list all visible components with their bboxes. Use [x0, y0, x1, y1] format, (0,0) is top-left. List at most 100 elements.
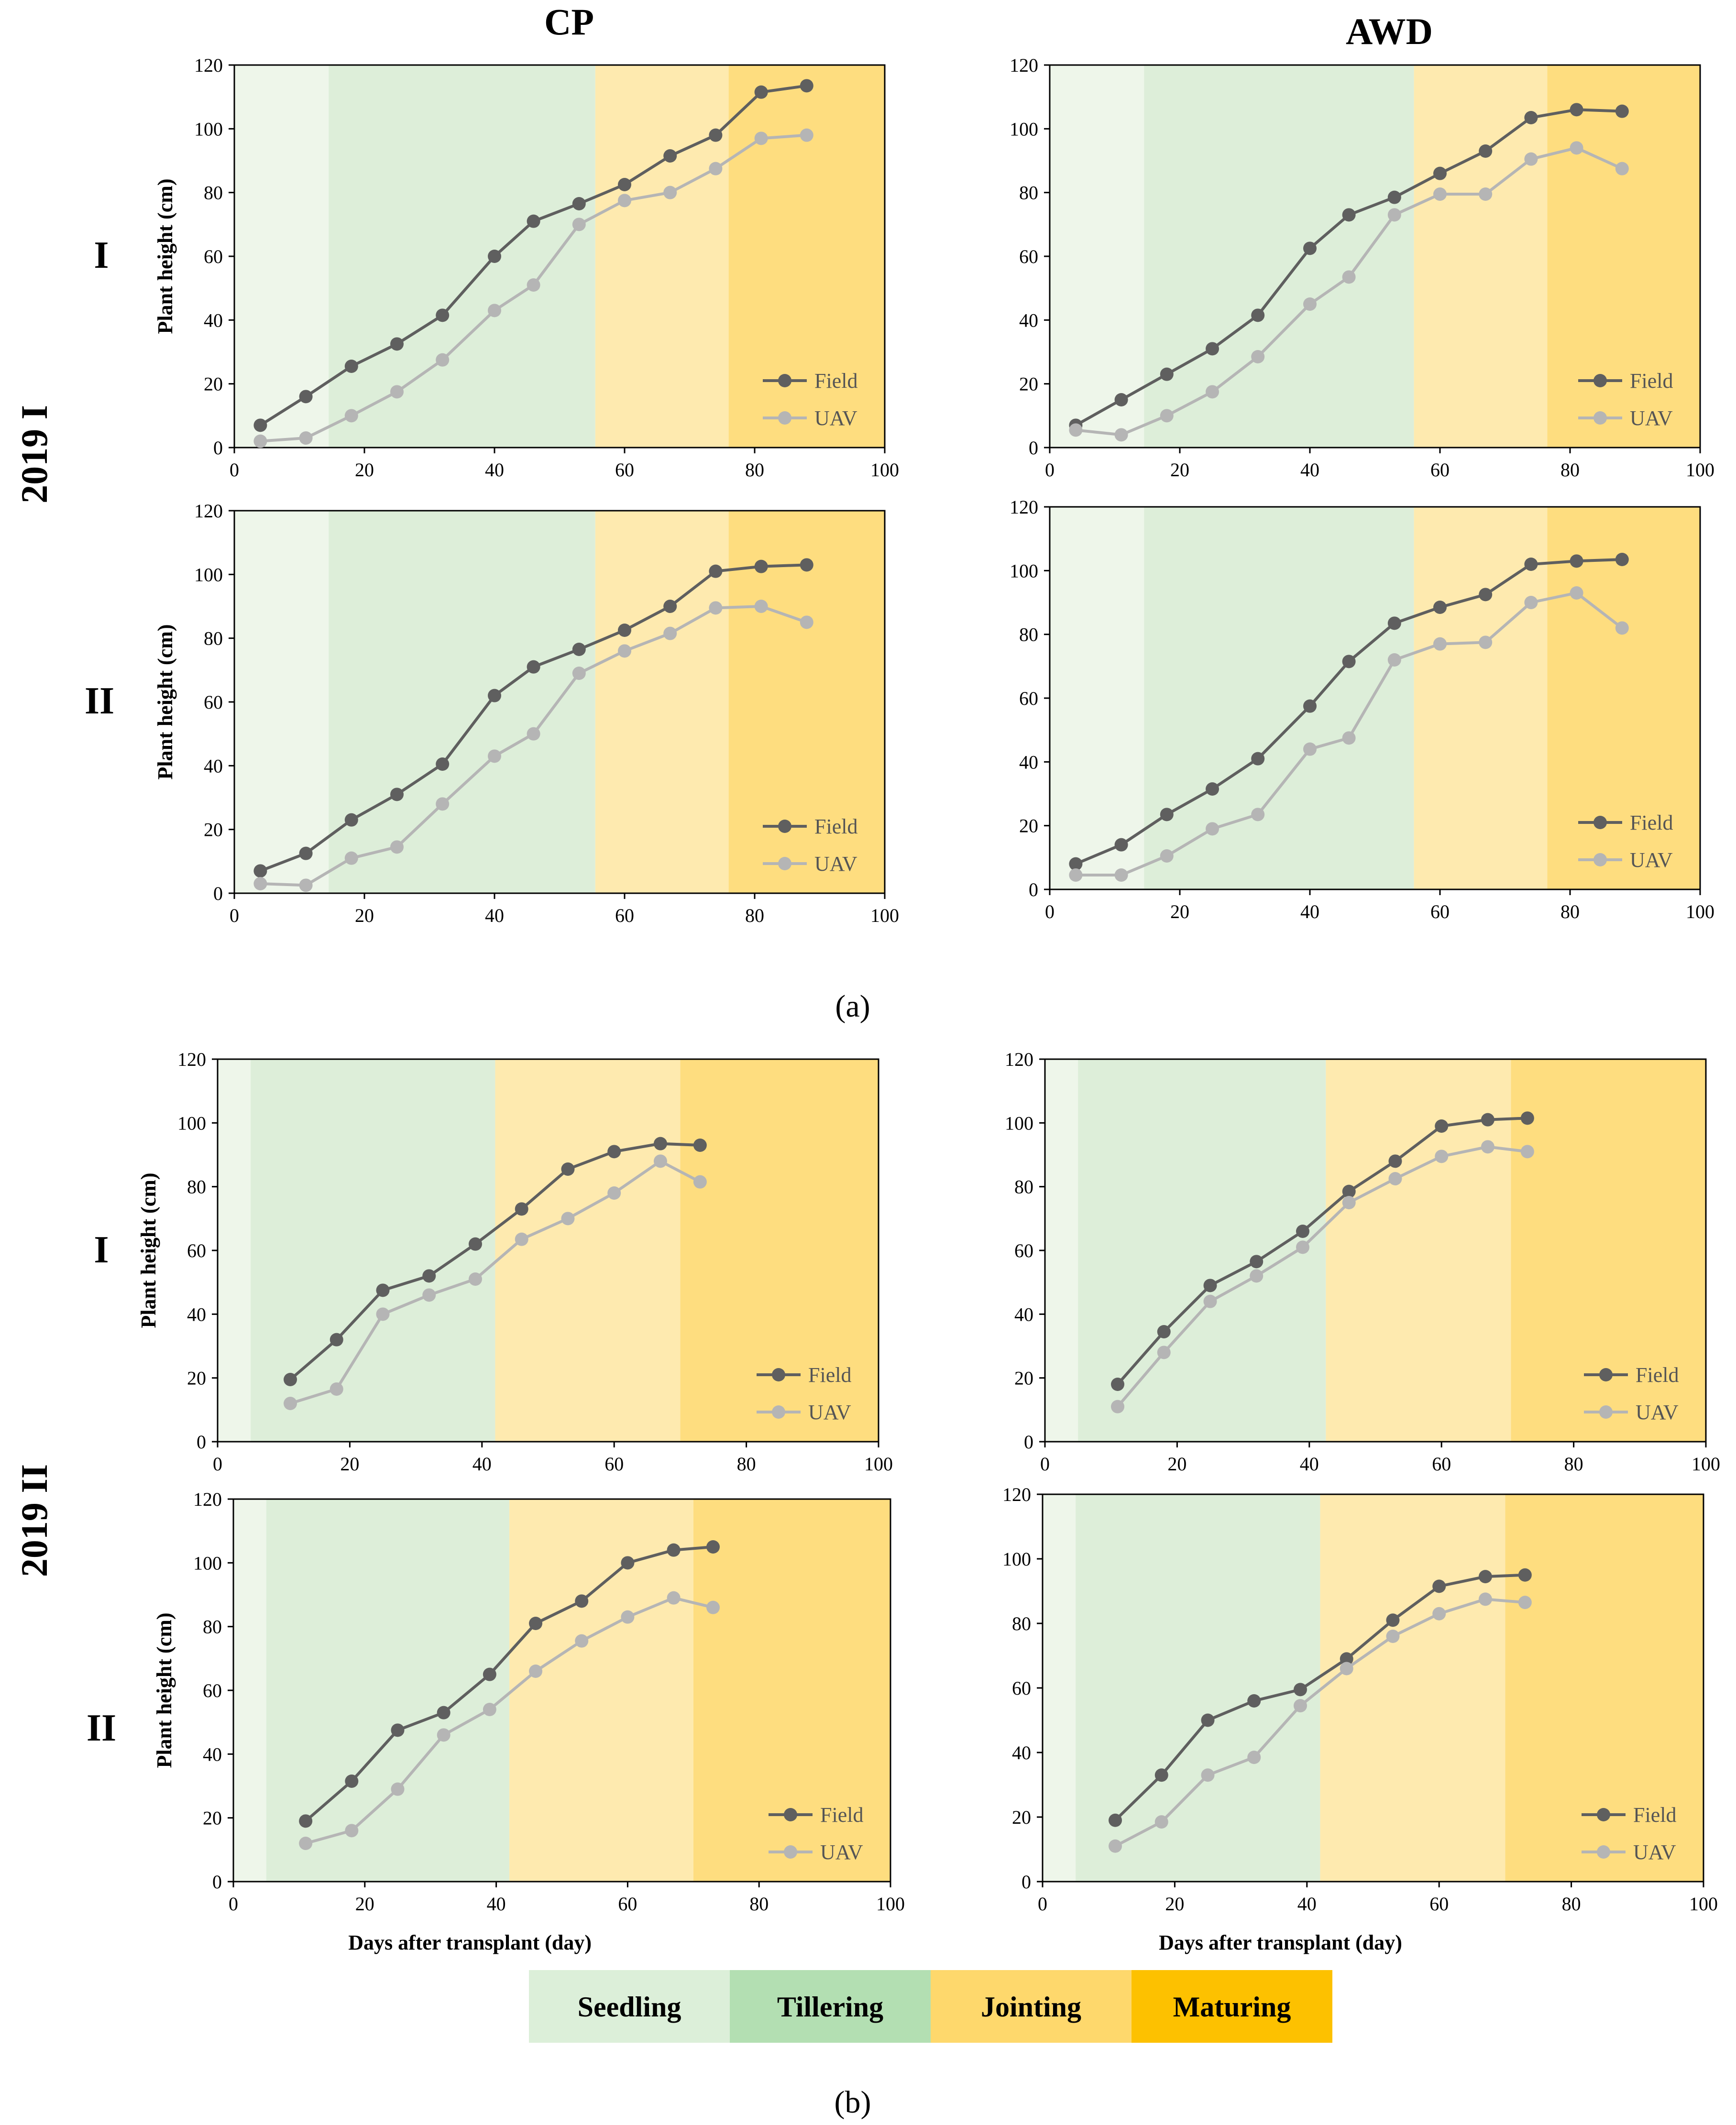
data-point-uav [527, 278, 540, 292]
y-tick-label: 80 [1019, 182, 1038, 204]
data-point-field [1615, 553, 1629, 566]
y-axis-label: Plant height (cm) [137, 1172, 160, 1328]
x-axis-label: Days after transplant (day) [348, 1931, 592, 1954]
series-line-uav [1116, 1145, 1528, 1408]
stage-legend-tillering-label: Tillering [777, 1991, 883, 2023]
data-point-field [1154, 1768, 1168, 1782]
data-point-uav [1206, 822, 1219, 836]
data-point-uav [1114, 428, 1128, 442]
y-tick-label: 20 [1019, 815, 1038, 837]
data-point-field [488, 689, 501, 702]
data-point-uav [1111, 1400, 1125, 1413]
data-point-uav [527, 727, 540, 741]
data-point-field [693, 1139, 707, 1152]
stage-band-tillering [329, 65, 595, 448]
data-point-uav [488, 304, 501, 318]
data-point-uav [1479, 187, 1493, 201]
data-point-field [253, 864, 267, 878]
series-line-field [1116, 1117, 1527, 1385]
y-tick-label: 20 [204, 819, 223, 841]
x-tick-label: 40 [472, 1453, 492, 1475]
x-tick-label: 0 [230, 905, 239, 926]
data-point-uav [706, 1600, 720, 1614]
data-point-field [284, 1373, 297, 1386]
y-tick-label: 80 [204, 182, 223, 204]
data-point-field [1387, 616, 1401, 630]
x-tick-label: 20 [1170, 901, 1189, 922]
data-point-field [663, 600, 677, 613]
data-point-field [527, 214, 540, 228]
data-point-field [754, 85, 768, 99]
data-point-uav [621, 1610, 635, 1624]
chart-5: 0 20 40 60 80 100 120 0 20 40 60 80 100 Plant height … [137, 1049, 893, 1475]
y-tick-label: 0 [1029, 437, 1038, 459]
x-tick-label: 60 [615, 905, 634, 926]
x-tick-label: 20 [355, 459, 374, 481]
y-tick-label: 60 [187, 1240, 206, 1261]
data-point-uav [390, 840, 404, 854]
data-point-uav [1387, 653, 1401, 667]
legend-label-uav: UAV [808, 1401, 851, 1424]
chart-3: 0 20 40 60 80 100 120 0 20 40 60 80 100 Plant height … [154, 500, 899, 926]
data-point-field [1524, 111, 1538, 124]
data-point-uav [1160, 409, 1174, 423]
data-point-uav [468, 1272, 482, 1286]
x-tick-label: 100 [864, 1453, 893, 1475]
data-point-field [706, 1540, 720, 1554]
data-point-field [1247, 1694, 1261, 1708]
data-point-field [1206, 342, 1219, 356]
data-point-uav [618, 644, 631, 658]
data-point-field [1478, 1570, 1492, 1584]
data-point-uav [1250, 1269, 1264, 1283]
data-point-uav [253, 434, 267, 448]
data-point-uav [754, 131, 768, 145]
stage-band-seedling [1050, 507, 1144, 889]
data-point-uav [1478, 1592, 1492, 1606]
legend-label-uav: UAV [814, 406, 857, 430]
data-point-field [376, 1283, 390, 1297]
data-point-uav [253, 877, 267, 890]
chart-4: 0 20 40 60 80 100 120 0 20 40 60 80 100 Field UAV [1010, 496, 1714, 922]
data-point-field [299, 390, 313, 404]
data-point-field [709, 564, 723, 578]
x-tick-label: 0 [1045, 459, 1055, 481]
y-tick-label: 40 [204, 755, 223, 777]
legend-marker-uav [778, 857, 791, 870]
stage-band-seedling [234, 65, 329, 448]
data-point-field [1435, 1119, 1449, 1133]
legend-label-uav: UAV [814, 852, 857, 876]
y-tick-label: 120 [194, 500, 223, 522]
y-tick-label: 60 [1012, 1677, 1031, 1699]
data-point-uav [618, 194, 631, 208]
legend-label-field: Field [814, 815, 857, 838]
data-point-field [1520, 1111, 1534, 1125]
x-tick-label: 0 [1045, 901, 1055, 922]
chart-panels: 0 20 40 60 80 100 120 0 20 40 60 80 100 Plant height … [137, 55, 1720, 1954]
data-point-uav [1303, 742, 1317, 756]
legend-label-uav: UAV [1630, 406, 1673, 430]
data-point-field [1386, 1613, 1400, 1627]
stage-band-maturing [1547, 507, 1700, 889]
stage-band-jointing [1326, 1059, 1511, 1442]
data-point-field [1109, 1813, 1122, 1827]
x-tick-label: 40 [487, 1893, 506, 1915]
data-point-uav [529, 1665, 543, 1678]
legend-marker-field [1597, 1808, 1610, 1821]
data-point-uav [663, 626, 677, 640]
y-tick-label: 40 [203, 1743, 222, 1765]
y-tick-label: 60 [1019, 246, 1038, 267]
x-tick-label: 60 [618, 1893, 637, 1915]
data-point-field [1387, 190, 1401, 204]
x-tick-label: 80 [1562, 1893, 1581, 1915]
data-point-field [1203, 1279, 1217, 1293]
x-tick-label: 60 [1429, 1893, 1449, 1915]
x-tick-label: 20 [1170, 459, 1189, 481]
data-point-uav [1160, 849, 1174, 863]
y-tick-label: 20 [204, 373, 223, 395]
x-tick-label: 100 [1689, 1893, 1718, 1915]
y-tick-label: 80 [204, 628, 223, 649]
data-point-field [515, 1202, 528, 1216]
y-tick-label: 120 [193, 1489, 222, 1510]
stage-band-jointing [495, 1059, 681, 1442]
y-tick-label: 120 [1002, 1484, 1031, 1505]
